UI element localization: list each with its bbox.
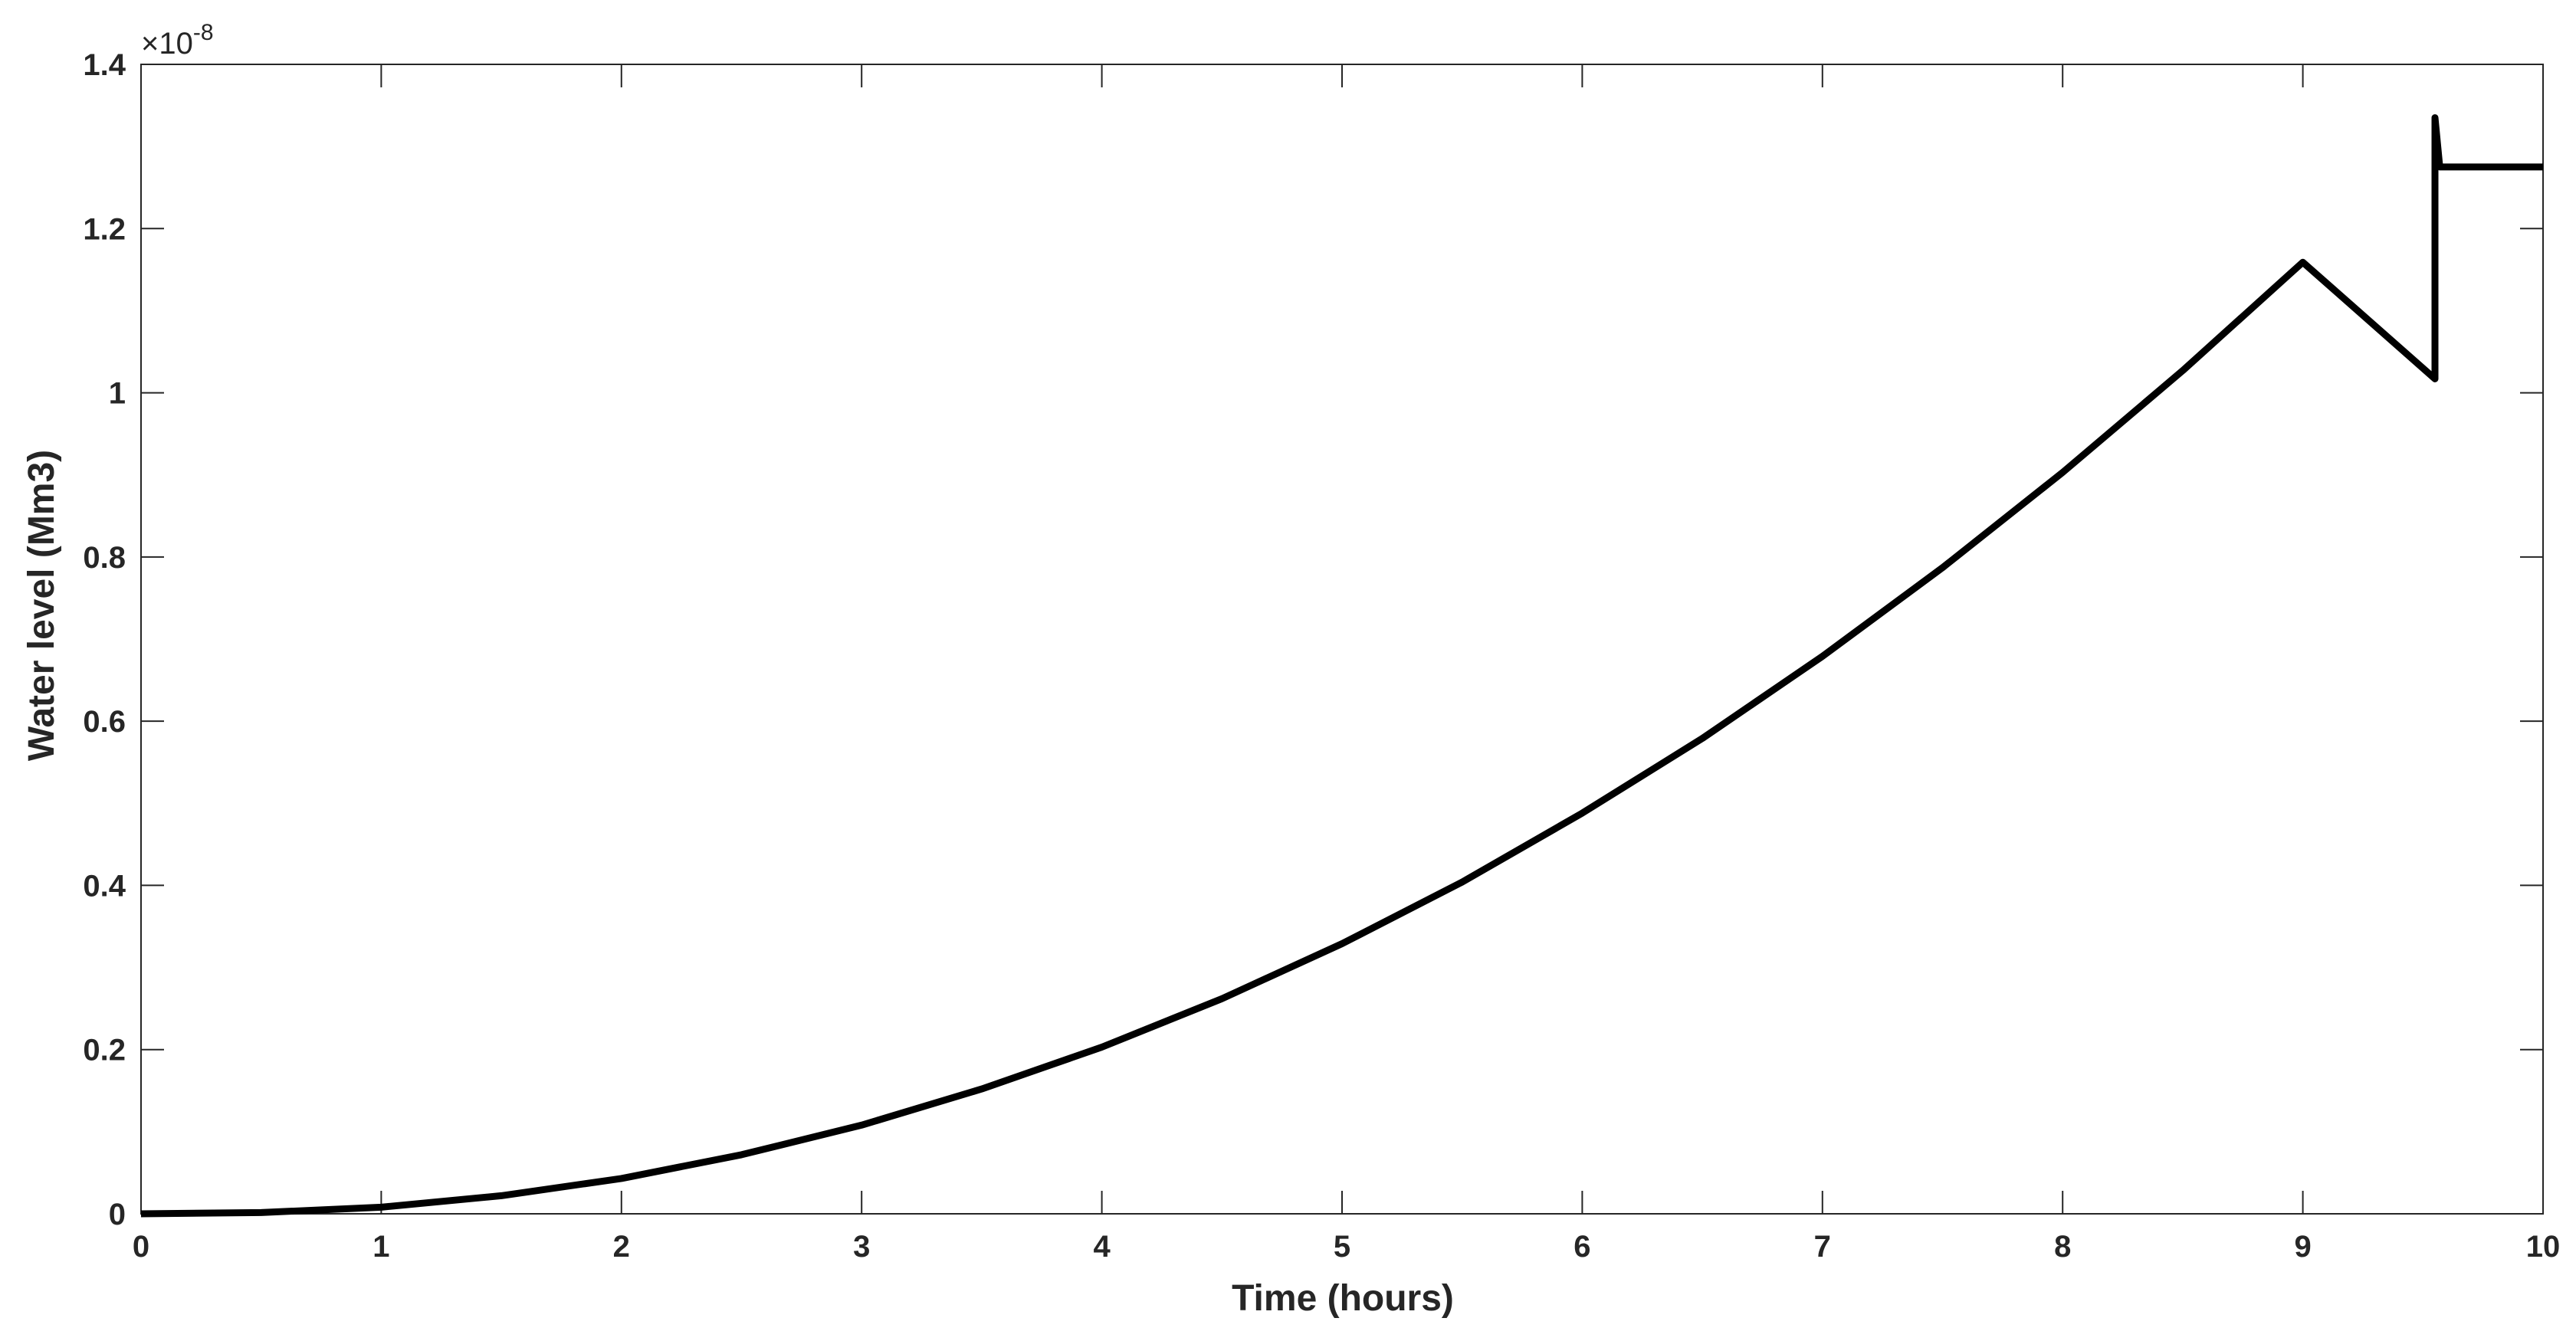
plot-frame <box>140 64 2544 1215</box>
x-tick-label: 0 <box>133 1230 149 1264</box>
y-tick-label: 0.2 <box>83 1034 126 1067</box>
x-tick-label: 1 <box>372 1230 389 1264</box>
y-tick-label: 0.4 <box>83 869 126 903</box>
y-tick-label: 0.8 <box>83 541 126 575</box>
x-tick-label: 3 <box>853 1230 870 1264</box>
y-tick-label: 0.6 <box>83 705 126 739</box>
y-tick-label: 1.2 <box>83 212 126 246</box>
y-tick-label: 1.4 <box>83 48 126 82</box>
y-multiplier-base: ×10 <box>141 27 193 61</box>
x-tick-label: 9 <box>2294 1230 2311 1264</box>
y-axis: 0 0.2 0.4 0.6 0.8 1 1.2 1.4 <box>83 48 2543 1231</box>
series-line <box>140 114 2543 1218</box>
x-tick-label: 6 <box>1573 1230 1590 1264</box>
x-axis-label: Time (hours) <box>1232 1278 1454 1319</box>
series-layer <box>140 114 2543 1218</box>
x-tick-label: 5 <box>1334 1230 1350 1264</box>
x-tick-label: 4 <box>1093 1230 1111 1264</box>
x-tick-label: 10 <box>2526 1230 2561 1264</box>
y-axis-label: Water level (Mm3) <box>21 450 62 761</box>
x-axis: 0 1 2 3 4 5 6 7 8 9 10 <box>133 64 2560 1264</box>
y-tick-label: 1 <box>109 377 126 411</box>
x-tick-label: 7 <box>1814 1230 1831 1264</box>
x-tick-label: 2 <box>613 1230 630 1264</box>
y-axis-multiplier: ×10-8 <box>141 20 214 61</box>
x-tick-label: 8 <box>2054 1230 2071 1264</box>
y-tick-label: 0 <box>109 1198 126 1231</box>
y-multiplier-exponent: -8 <box>193 20 214 45</box>
plot-area <box>140 64 2544 1215</box>
